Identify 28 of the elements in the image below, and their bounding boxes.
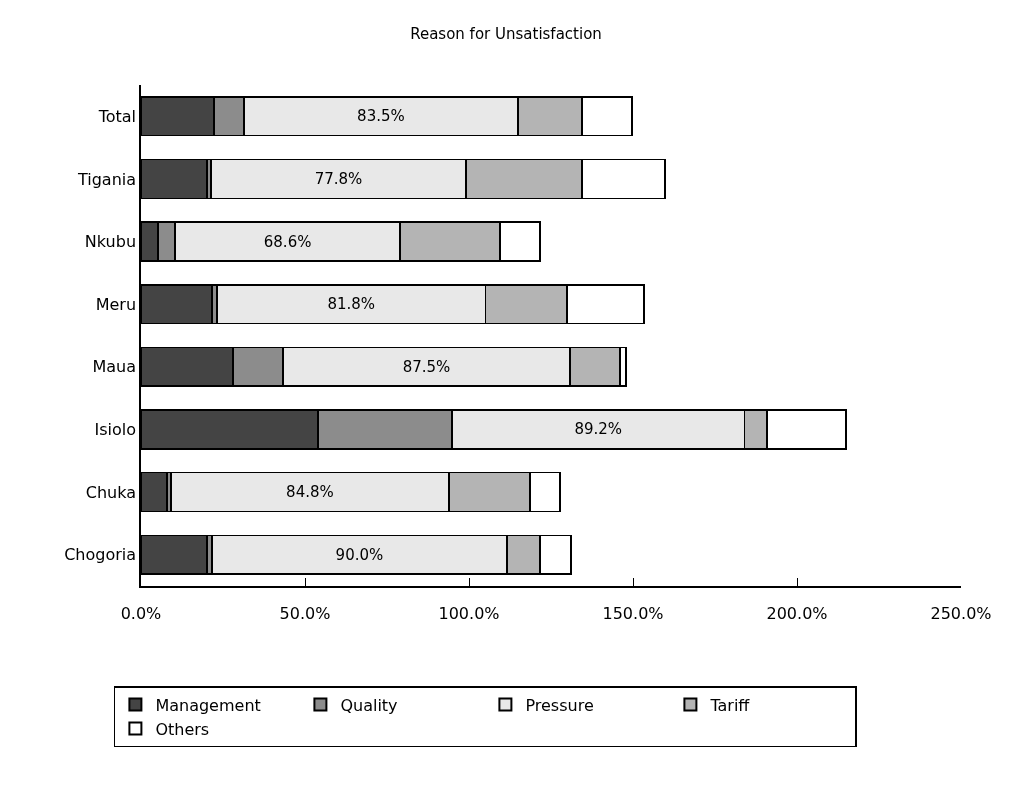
y-tick-label: Total xyxy=(97,106,137,126)
y-tick-label: Maua xyxy=(92,357,137,377)
x-tick-label: 250.0% xyxy=(930,603,992,623)
y-tick-label: Tigania xyxy=(76,169,137,189)
y-tick-label: Chogoria xyxy=(64,545,137,565)
x-tick-label: 100.0% xyxy=(438,603,500,623)
legend-label: Others xyxy=(155,719,210,739)
legend-label: Quality xyxy=(340,695,398,715)
legend-label: Management xyxy=(155,695,261,715)
data-label: 68.6% xyxy=(263,232,312,251)
data-label: 81.8% xyxy=(327,295,376,314)
y-tick-label: Isiolo xyxy=(94,420,137,440)
data-label: 84.8% xyxy=(286,483,334,502)
y-tick-label: Nkubu xyxy=(84,232,137,252)
legend-label: Tariff xyxy=(709,695,751,715)
data-label: 89.2% xyxy=(574,420,623,439)
data-label: 90.0% xyxy=(335,545,384,564)
x-tick-label: 0.0% xyxy=(120,603,162,623)
y-tick-label: Chuka xyxy=(85,482,137,502)
legend-label: Pressure xyxy=(525,695,594,715)
x-tick-label: 150.0% xyxy=(602,603,664,623)
x-tick-label: 200.0% xyxy=(766,603,828,623)
data-label: 83.5% xyxy=(357,107,405,126)
data-label: 87.5% xyxy=(402,357,451,376)
y-tick-label: Meru xyxy=(95,294,137,314)
chart-title: Reason for Unsatisfaction xyxy=(410,24,602,43)
data-label: 77.8% xyxy=(314,169,363,188)
x-tick-label: 50.0% xyxy=(279,603,331,623)
